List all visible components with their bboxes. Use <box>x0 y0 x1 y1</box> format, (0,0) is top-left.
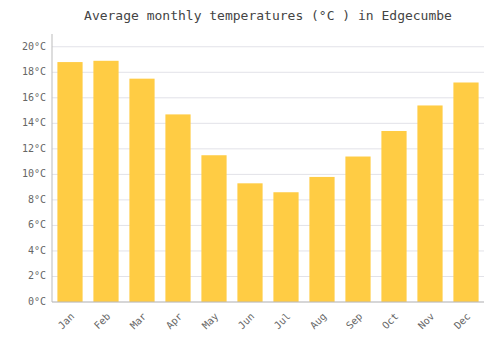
bar <box>381 131 406 302</box>
bar <box>237 183 262 302</box>
x-tick-label: Apr <box>164 311 185 332</box>
y-tick-label: 10°C <box>22 168 46 179</box>
x-tick-label: Aug <box>308 311 329 332</box>
x-tick-label: Nov <box>416 311 437 332</box>
bar <box>309 177 334 302</box>
title: Average monthly temperatures (°C ) in Ed… <box>84 8 452 23</box>
y-axis: 0°C 2°C 4°C 6°C 8°C 10°C 12°C 14°C 16°C 18°C 20°C <box>22 34 52 307</box>
x-tick-label: Dec <box>452 311 473 332</box>
y-tick-label: 14°C <box>22 117 46 128</box>
y-axis-line <box>52 34 53 302</box>
grid <box>52 47 484 302</box>
x-tick-label: Jan <box>56 311 77 332</box>
bar <box>345 157 370 302</box>
y-tick-label: 8°C <box>28 194 46 205</box>
y-tick-label: 20°C <box>22 41 46 52</box>
bar <box>201 155 226 302</box>
x-tick-label: Mar <box>128 311 149 332</box>
bar <box>57 62 82 302</box>
y-tick-label: 2°C <box>28 270 46 281</box>
grid-line <box>52 46 484 47</box>
y-tick-label: 16°C <box>22 92 46 103</box>
x-tick-label: May <box>200 311 221 332</box>
x-tick-label: Sep <box>344 311 365 332</box>
y-tick-label: 0°C <box>28 296 46 307</box>
bar <box>417 105 442 302</box>
y-tick-label: 4°C <box>28 245 46 256</box>
bar <box>453 82 478 302</box>
bar <box>93 61 118 302</box>
y-tick-label: 6°C <box>28 219 46 230</box>
x-axis: Jan Feb Mar Apr May Jun Jul Aug Sep Oct Nov Dec <box>52 302 484 331</box>
bar <box>165 114 190 302</box>
x-tick-label: Jul <box>272 311 293 332</box>
x-tick-label: Oct <box>380 311 401 332</box>
chart-container: 0°C 2°C 4°C 6°C 8°C 10°C 12°C 14°C 16°C 18°C 20°C J… <box>0 0 500 350</box>
x-axis-line <box>52 302 484 303</box>
bar <box>129 79 154 302</box>
chart: 0°C 2°C 4°C 6°C 8°C 10°C 12°C 14°C 16°C 18°C 20°C J… <box>0 0 500 350</box>
y-tick-label: 12°C <box>22 143 46 154</box>
grid-line <box>52 302 484 303</box>
x-tick-label: Feb <box>92 311 113 332</box>
bars <box>57 61 478 302</box>
bar <box>273 192 298 302</box>
x-tick-label: Jun <box>236 311 257 332</box>
y-tick-label: 18°C <box>22 66 46 77</box>
